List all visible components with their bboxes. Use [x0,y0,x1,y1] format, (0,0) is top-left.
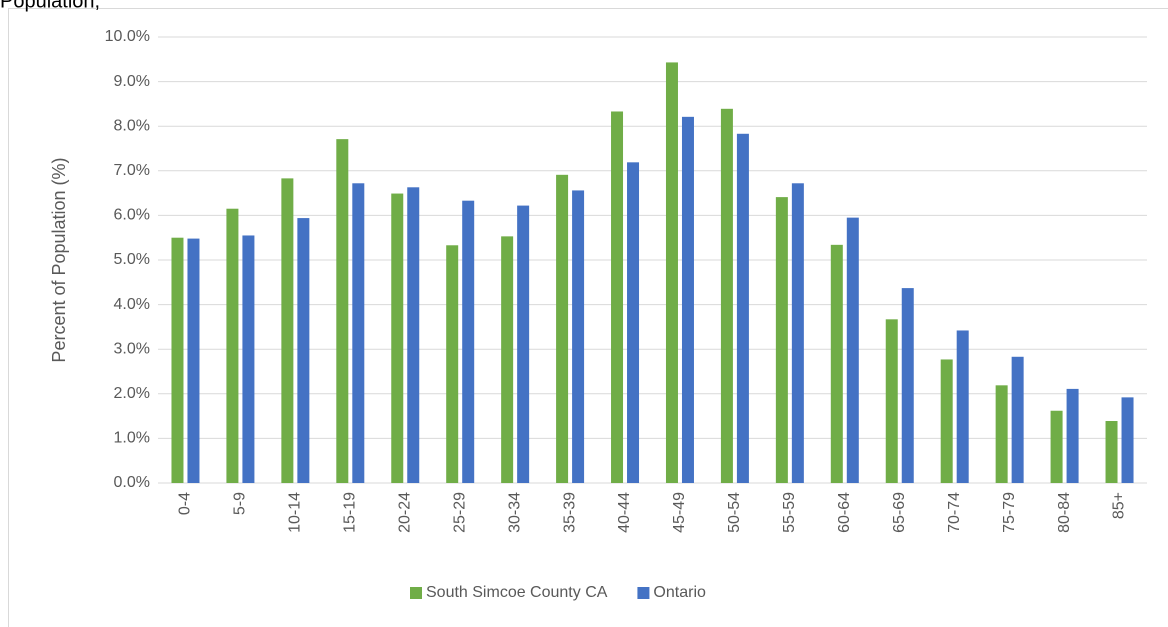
bar [501,236,514,483]
bar [1105,421,1118,483]
x-tick-label: 15-19 [342,492,359,533]
bar [1066,388,1079,483]
x-tick-label: 20-24 [396,492,413,533]
bar [391,193,404,483]
chart-frame [8,8,1168,627]
bar [242,235,255,483]
legend-swatch [637,587,650,599]
bar [281,178,294,483]
bar [336,139,349,483]
bar [462,200,475,483]
x-tick-label: 70-74 [946,492,963,533]
bar [407,187,420,483]
y-axis-label: Percent of Population (%) [49,157,69,362]
x-tick-label: 35-39 [561,492,578,533]
bar [736,133,749,484]
y-tick-label: 4.0% [114,296,150,313]
y-tick-label: 7.0% [114,162,150,179]
bar [187,238,200,483]
y-tick-label: 6.0% [114,207,150,224]
bar [611,111,624,484]
y-tick-label: 8.0% [114,117,150,134]
bar [556,174,569,483]
x-tick-label: 10-14 [287,492,304,533]
bar [995,385,1008,483]
x-tick-label: 85+ [1111,492,1128,519]
bar [297,218,310,484]
y-tick-label: 3.0% [114,340,150,357]
x-tick-label: 45-49 [671,492,688,533]
bar [885,319,898,483]
bar [681,116,694,484]
y-tick-label: 0.0% [114,474,150,491]
bar [720,108,733,483]
chart-title: Population, [0,0,100,12]
x-tick-label: 25-29 [451,492,468,533]
bar [226,208,239,483]
bar [846,217,859,483]
bar [791,183,804,483]
legend-label: Ontario [653,584,706,601]
bar [352,183,365,483]
x-tick-label: 40-44 [616,492,633,533]
bar [830,244,843,483]
bar [1050,410,1063,483]
x-tick-label: 0-4 [177,492,194,515]
bar [446,245,459,483]
bar [1121,397,1134,483]
bar [517,205,530,483]
y-tick-label: 9.0% [114,73,150,90]
x-tick-label: 65-69 [891,492,908,533]
bar [665,62,678,484]
bar [627,162,640,484]
legend-label: South Simcoe County CA [426,584,608,601]
x-tick-label: 30-34 [506,492,523,533]
legend-swatch [410,587,422,599]
bar [775,197,788,483]
x-tick-label: 80-84 [1056,492,1073,533]
x-tick-label: 60-64 [836,492,853,533]
y-tick-label: 5.0% [114,251,150,268]
bar [901,288,914,483]
y-tick-label: 10.0% [105,28,150,45]
x-tick-label: 5-9 [232,492,249,515]
bar [171,237,184,483]
x-tick-label: 75-79 [1001,492,1018,533]
x-tick-label: 50-54 [726,492,743,533]
bar [956,330,969,483]
y-tick-label: 1.0% [114,430,150,447]
bar [1011,356,1024,483]
bar [572,190,585,483]
x-tick-label: 55-59 [781,492,798,533]
bar [940,359,953,483]
y-tick-label: 2.0% [114,385,150,402]
